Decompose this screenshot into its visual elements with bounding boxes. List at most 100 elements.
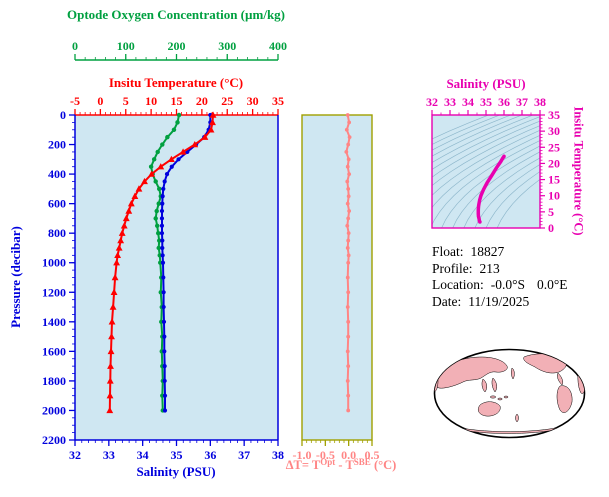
- date-value: 11/19/2025: [468, 293, 530, 309]
- continent-japan: [511, 367, 515, 380]
- date-info-line: Date: 11/19/2025: [432, 294, 568, 311]
- oxygen-tick-label: 400: [269, 39, 287, 53]
- oxygen-marker: [157, 238, 162, 243]
- density-contour: [432, 120, 540, 178]
- ts-salinity-tick-label: 38: [534, 95, 546, 109]
- main-plot-area: [75, 115, 278, 440]
- temperature-marker: [114, 251, 122, 259]
- salinity-marker: [162, 393, 168, 398]
- pressure-tick-label: 400: [48, 167, 66, 181]
- temperature-marker: [168, 155, 175, 163]
- delta-t-marker: [346, 186, 351, 191]
- temperature-axis: -5 0 5 10 15 20 25 30 35: [70, 94, 284, 116]
- ts-temperature-tick-label: 35: [548, 108, 560, 122]
- profile-label: Profile:: [432, 260, 473, 276]
- pressure-tick-label: 200: [48, 138, 66, 152]
- float-info-line: Float: 18827: [432, 244, 568, 261]
- ts-profile-marker: [482, 188, 485, 191]
- delta-t-marker: [346, 142, 351, 147]
- ts-salinity-tick-label: 35: [480, 95, 492, 109]
- oxygen-marker: [175, 120, 180, 125]
- ts-profile-marker: [485, 181, 489, 185]
- pressure-tick-label: 2200: [42, 433, 66, 447]
- delta-t-marker: [347, 120, 352, 125]
- delta-t-marker: [347, 172, 352, 176]
- oxygen-tick-label: 0: [72, 39, 78, 53]
- delta-t-marker: [346, 253, 351, 258]
- delta-tick-label: 0.5: [365, 448, 380, 462]
- salinity-marker: [159, 216, 165, 221]
- oxygen-marker: [155, 149, 160, 155]
- delta-t-marker: [346, 231, 351, 236]
- temperature-marker: [106, 392, 114, 399]
- location-lat: -0.0°S: [490, 277, 526, 292]
- delta-t-marker: [344, 150, 349, 154]
- salinity-marker: [161, 290, 166, 295]
- ts-profile-marker: [499, 160, 503, 163]
- delta-t-marker: [345, 223, 350, 228]
- density-contour: [432, 116, 540, 170]
- temperature-marker: [120, 222, 128, 229]
- temperature-marker: [106, 406, 114, 414]
- salinity-marker: [159, 223, 165, 228]
- salinity-marker: [160, 245, 165, 251]
- temperature-marker: [127, 200, 135, 207]
- oxygen-marker: [171, 127, 177, 133]
- island-greenland: [566, 350, 577, 359]
- continent-australia: [478, 401, 501, 417]
- temperature-tick-label: -5: [70, 94, 80, 108]
- temperature-marker: [179, 148, 187, 155]
- temperature-marker: [131, 192, 139, 199]
- delta-t-marker: [346, 334, 351, 339]
- pressure-tick-label: 1200: [42, 285, 66, 299]
- ts-temperature-axis-title: Insitu Temperature (°C): [571, 106, 586, 236]
- salinity-axis: 32 33 34 35 36 37 38: [69, 115, 284, 462]
- temperature-marker: [201, 133, 209, 140]
- ts-temperature-tick-label: 30: [548, 124, 560, 138]
- temperature-tick-label: 25: [221, 94, 233, 108]
- delta-t-title-part: - T: [335, 458, 354, 472]
- delta-t-series: [344, 113, 352, 413]
- delta-t-plot: -1.0 -0.5 0.0 0.5: [293, 114, 380, 462]
- salinity-tick-label: 37: [238, 448, 250, 462]
- oxygen-axis-title: Optode Oxygen Concentration (µm/kg): [66, 7, 286, 22]
- delta-t-marker: [346, 260, 351, 265]
- salinity-marker: [162, 349, 167, 354]
- temperature-tick-label: 0: [97, 94, 103, 108]
- pressure-tick-label: 0: [60, 108, 66, 122]
- delta-t-marker: [346, 194, 351, 199]
- oxygen-marker: [157, 186, 162, 192]
- salinity-marker: [160, 260, 166, 265]
- temperature-marker: [107, 362, 114, 369]
- ts-salinity-tick-label: 32: [426, 95, 438, 109]
- temperature-marker: [118, 229, 126, 236]
- salinity-marker: [169, 164, 174, 169]
- density-contour: [485, 171, 540, 228]
- salinity-marker: [176, 157, 181, 162]
- island-indonesia-2: [497, 397, 503, 401]
- temperature-tick-label: 30: [247, 94, 259, 108]
- delta-t-marker: [346, 393, 351, 398]
- island-indonesia-3: [503, 395, 509, 399]
- oxygen-marker: [156, 245, 161, 251]
- delta-t-marker: [344, 127, 349, 132]
- float-label: Float:: [432, 244, 464, 259]
- temperature-marker: [109, 303, 117, 310]
- salinity-tick-label: 35: [171, 448, 183, 462]
- temperature-marker: [106, 377, 114, 384]
- temperature-tick-label: 5: [123, 94, 129, 108]
- ts-temperature-tick-label: 15: [548, 173, 560, 187]
- delta-t-marker: [346, 290, 351, 295]
- oxygen-marker: [160, 142, 165, 147]
- delta-t-marker: [346, 408, 351, 413]
- delta-t-title-part: ΔT= T: [285, 458, 321, 472]
- oxygen-marker: [153, 179, 158, 184]
- delta-t-marker: [346, 216, 351, 221]
- oxygen-marker: [165, 134, 170, 140]
- island-new-zealand: [515, 413, 519, 423]
- temperature-marker: [125, 207, 133, 214]
- delta-t-marker: [347, 135, 352, 140]
- continent-eurasia: [435, 356, 508, 389]
